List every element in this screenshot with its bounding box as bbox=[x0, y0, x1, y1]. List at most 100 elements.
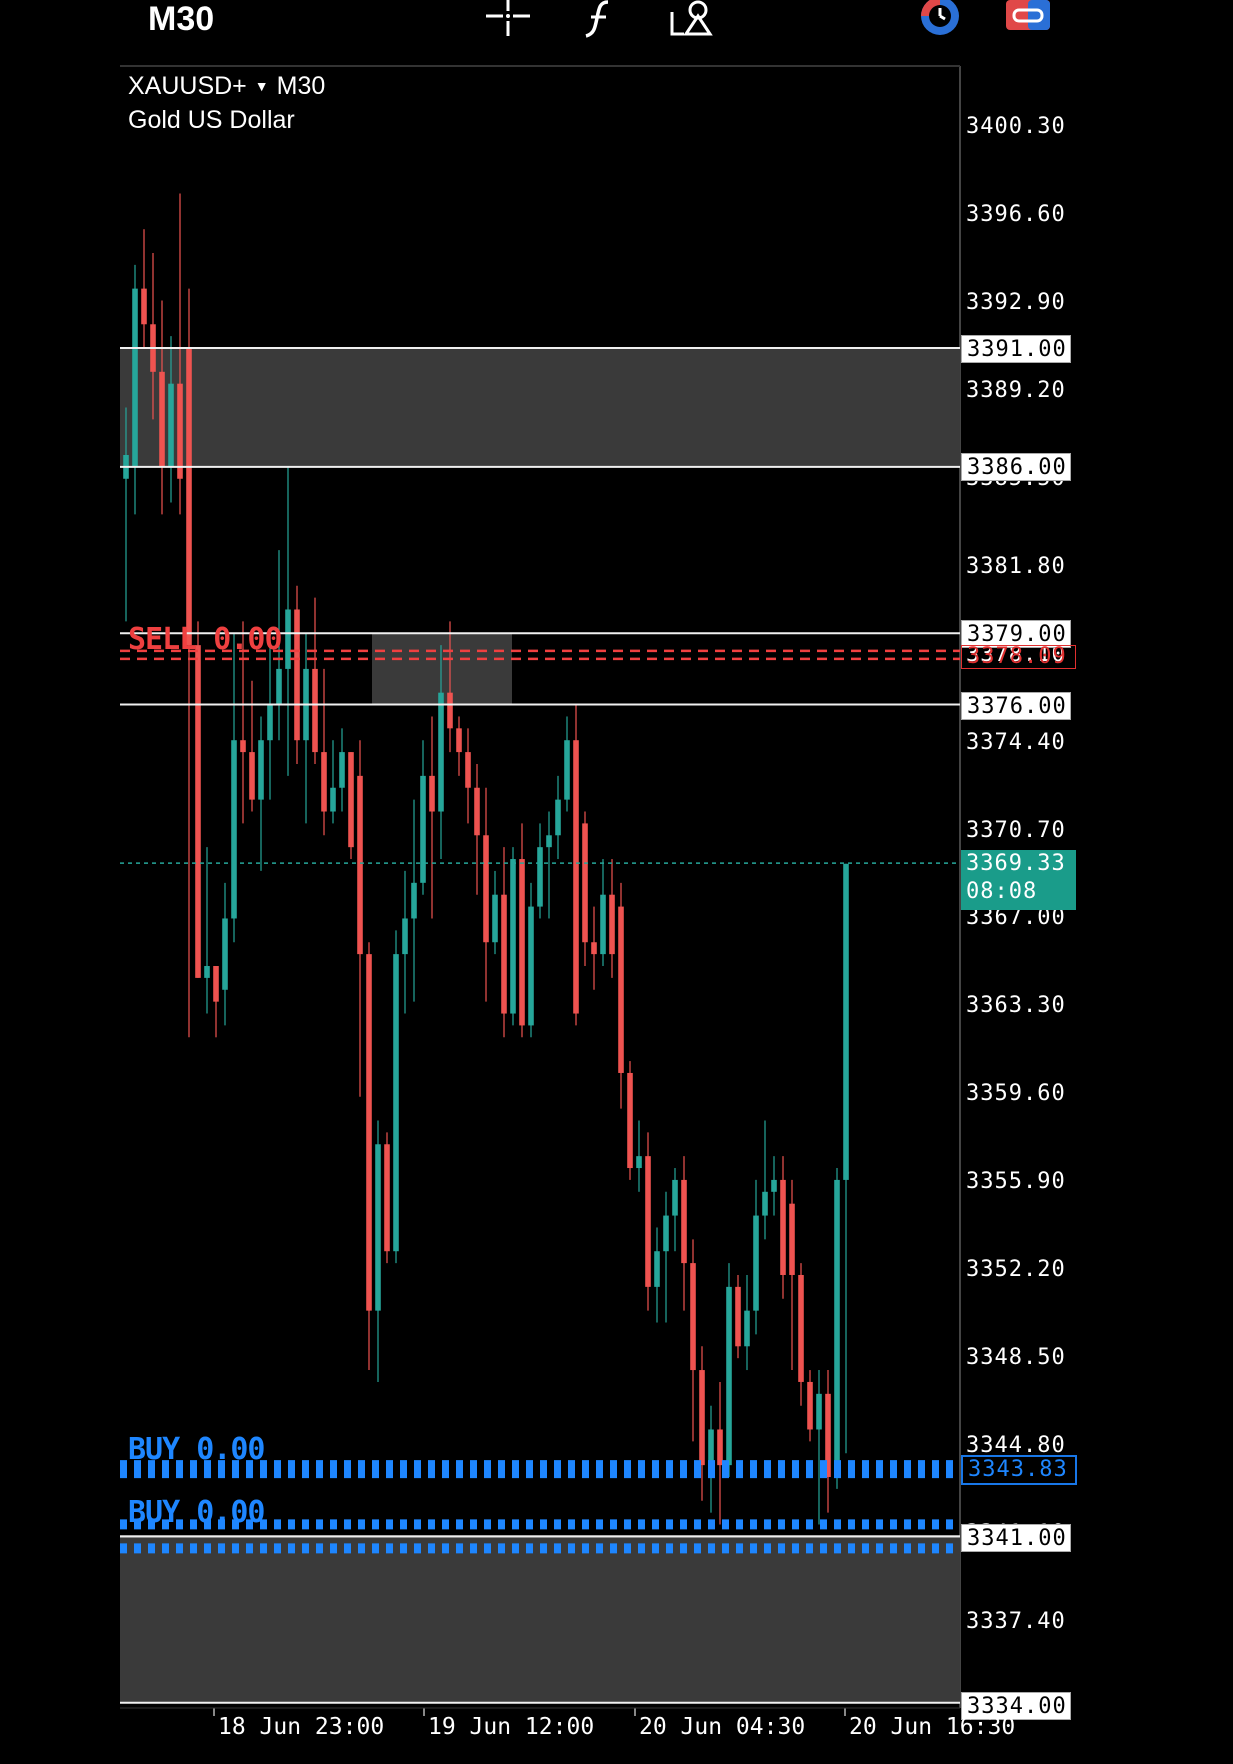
sell-order-tag[interactable]: SELL 0.00 bbox=[128, 622, 283, 657]
candle-body bbox=[573, 740, 579, 1014]
candle-body bbox=[294, 609, 300, 741]
candle-body bbox=[258, 740, 264, 800]
candle-body bbox=[213, 966, 219, 1002]
candle-body bbox=[384, 1144, 390, 1252]
candle-body bbox=[177, 383, 183, 479]
price-tick-label: 3392.90 bbox=[966, 289, 1066, 315]
level-label-3386: 3386.00 bbox=[961, 453, 1071, 481]
level-label-3379: 3379.00 bbox=[961, 620, 1071, 648]
price-tick-label: 3359.60 bbox=[966, 1081, 1066, 1107]
candle-body bbox=[492, 894, 498, 943]
candle-body bbox=[510, 859, 516, 1014]
symbol-header[interactable]: XAUUSD+ ▼ M30 bbox=[128, 72, 325, 101]
candle-body bbox=[789, 1203, 795, 1275]
candle-body bbox=[780, 1179, 786, 1275]
top-toolbar: M30 bbox=[0, 0, 1233, 50]
candle-body bbox=[366, 954, 372, 1311]
candle-body bbox=[357, 775, 363, 955]
crosshair-icon[interactable] bbox=[484, 0, 534, 40]
price-tick-label: 3374.40 bbox=[966, 729, 1066, 755]
candle-body bbox=[798, 1274, 804, 1382]
candle-body bbox=[285, 609, 291, 669]
current-price-label: 3369.33 08:08 bbox=[961, 850, 1076, 910]
candle-body bbox=[807, 1381, 813, 1430]
candle-body bbox=[843, 863, 849, 1180]
candle-body bbox=[375, 1144, 381, 1311]
candle-body bbox=[771, 1179, 777, 1192]
candle-body bbox=[249, 752, 255, 800]
candle-body bbox=[681, 1179, 687, 1264]
symbol-timeframe: M30 bbox=[276, 72, 326, 100]
candle-body bbox=[168, 383, 174, 467]
candle-body bbox=[330, 787, 336, 812]
candle-countdown: 08:08 bbox=[966, 879, 1038, 904]
candle-body bbox=[420, 775, 426, 883]
candle-body bbox=[438, 692, 444, 812]
candle-body bbox=[816, 1393, 822, 1430]
candle-body bbox=[564, 740, 570, 800]
candle-body bbox=[348, 752, 354, 848]
candle-body bbox=[546, 835, 552, 848]
demand-zone bbox=[120, 1536, 960, 1703]
candle-body bbox=[528, 906, 534, 1026]
candle-body bbox=[447, 692, 453, 729]
candle-body bbox=[240, 740, 246, 753]
candle-body bbox=[636, 1156, 642, 1169]
caret-down-icon[interactable]: ▼ bbox=[254, 78, 269, 94]
candle-body bbox=[132, 288, 138, 467]
candle-body bbox=[555, 799, 561, 836]
supply-zone-upper bbox=[120, 348, 960, 467]
candle-body bbox=[321, 752, 327, 812]
indicators-icon[interactable] bbox=[578, 0, 628, 40]
price-tick-label: 3396.60 bbox=[966, 201, 1066, 227]
candle-body bbox=[456, 728, 462, 753]
level-label-3334: 3334.00 bbox=[961, 1692, 1071, 1720]
candle-body bbox=[627, 1072, 633, 1169]
clock-icon[interactable] bbox=[916, 0, 966, 40]
candle-body bbox=[465, 752, 471, 788]
trade-icon[interactable] bbox=[1004, 0, 1054, 40]
time-label-3: 20 Jun 04:30 bbox=[639, 1714, 806, 1740]
candle-body bbox=[267, 704, 273, 741]
timeframe-selector[interactable]: M30 bbox=[148, 0, 215, 38]
price-tick-label: 3370.70 bbox=[966, 817, 1066, 843]
sell-order-price-label[interactable]: 3378.09 bbox=[961, 645, 1076, 669]
candle-body bbox=[699, 1370, 705, 1466]
objects-icon[interactable] bbox=[668, 0, 718, 40]
price-tick-label: 3352.20 bbox=[966, 1257, 1066, 1283]
candle-body bbox=[753, 1215, 759, 1311]
candle-body bbox=[204, 966, 210, 978]
candle-body bbox=[186, 348, 192, 646]
candle-body bbox=[582, 823, 588, 943]
buy-order-tag-2[interactable]: BUY 0.00 bbox=[128, 1495, 265, 1530]
candle-body bbox=[654, 1251, 660, 1287]
price-tick-label: 3363.30 bbox=[966, 993, 1066, 1019]
candle-body bbox=[393, 954, 399, 1252]
time-label-2: 19 Jun 12:00 bbox=[428, 1714, 595, 1740]
price-tick-label: 3400.30 bbox=[966, 114, 1066, 139]
buy-order-price-label[interactable]: 3343.83 bbox=[961, 1455, 1077, 1485]
price-tick-label: 3337.40 bbox=[966, 1609, 1066, 1634]
current-price: 3369.33 bbox=[966, 851, 1066, 876]
candle-body bbox=[717, 1429, 723, 1466]
level-label-3341: 3341.00 bbox=[961, 1524, 1071, 1552]
candle-body bbox=[222, 918, 228, 990]
candle-body bbox=[159, 371, 165, 467]
price-tick-label: 3348.50 bbox=[966, 1345, 1066, 1371]
candle-body bbox=[195, 645, 201, 978]
candle-body bbox=[231, 740, 237, 919]
price-tick-label: 3344.80 bbox=[966, 1433, 1066, 1459]
candle-body bbox=[474, 787, 480, 836]
candle-body bbox=[690, 1263, 696, 1371]
candle-body bbox=[663, 1215, 669, 1252]
candle-body bbox=[744, 1310, 750, 1347]
candle-body bbox=[600, 894, 606, 955]
candle-body bbox=[708, 1429, 714, 1466]
price-tick-label: 3381.80 bbox=[966, 553, 1066, 579]
candle-body bbox=[312, 668, 318, 753]
time-label-4: 20 Jun 16:30 bbox=[849, 1714, 1016, 1740]
candle-body bbox=[339, 752, 345, 788]
price-tick-label: 3389.20 bbox=[966, 377, 1066, 403]
buy-order-tag-1[interactable]: BUY 0.00 bbox=[128, 1432, 265, 1467]
